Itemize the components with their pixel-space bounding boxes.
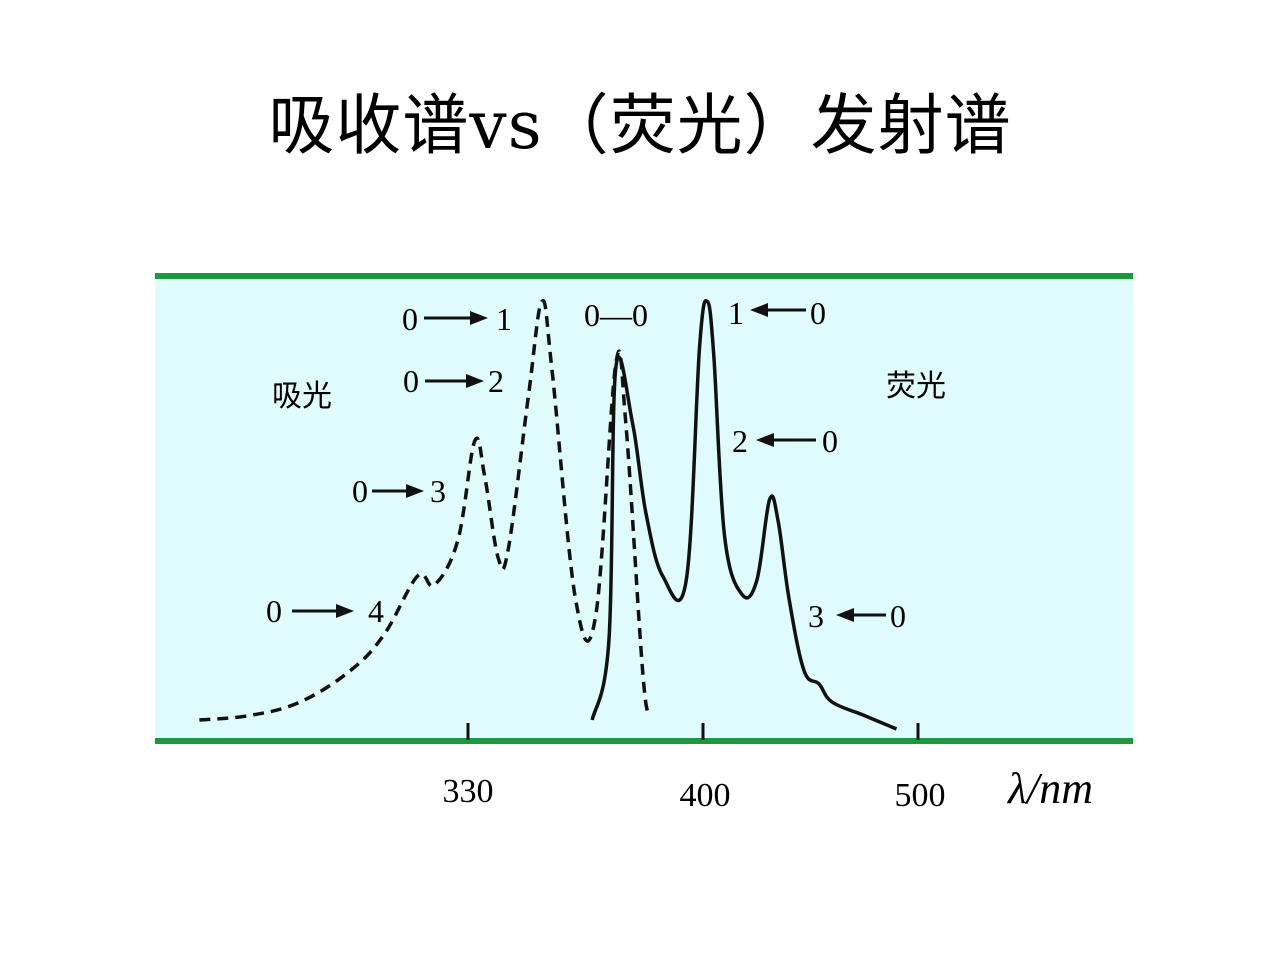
series-fluorescence-line xyxy=(590,299,898,731)
anno-1-0-arrowhead xyxy=(750,303,768,317)
anno-1-0-from: 1 xyxy=(728,295,744,331)
label-fluorescence: 荧光 xyxy=(886,369,946,404)
tick-label-500: 500 xyxy=(895,777,946,814)
anno-0-2-to: 2 xyxy=(488,363,504,399)
anno-2-0-arrowhead xyxy=(756,433,774,447)
anno-0-3-arrowhead xyxy=(406,484,424,498)
anno-0-2-from: 0 xyxy=(403,363,419,399)
anno-0-4-to: 4 xyxy=(368,593,384,629)
anno-0-4-arrowhead xyxy=(336,604,354,618)
label-absorption: 吸光 xyxy=(272,379,332,414)
anno-2-0-to: 0 xyxy=(822,423,838,459)
anno-3-0-to: 0 xyxy=(890,598,906,634)
anno-0-3-to: 3 xyxy=(430,473,446,509)
anno-3-0-from: 3 xyxy=(808,598,824,634)
anno-0-0: 0—0 xyxy=(584,297,648,333)
tick-label-330: 330 xyxy=(443,773,494,810)
x-axis-label: λ/nm xyxy=(1006,764,1093,813)
anno-0-1-arrowhead xyxy=(470,311,488,325)
slide-title: 吸收谱vs（荧光）发射谱 xyxy=(268,87,1012,164)
anno-0-4-from: 0 xyxy=(266,593,282,629)
anno-1-0-to: 0 xyxy=(810,295,826,331)
anno-0-3-from: 0 xyxy=(352,473,368,509)
anno-2-0-from: 2 xyxy=(732,423,748,459)
anno-3-0-arrowhead xyxy=(836,608,854,622)
anno-0-1-to: 1 xyxy=(496,301,512,337)
anno-0-1-from: 0 xyxy=(402,301,418,337)
tick-label-400: 400 xyxy=(680,777,731,814)
anno-0-2-arrowhead xyxy=(466,374,484,388)
